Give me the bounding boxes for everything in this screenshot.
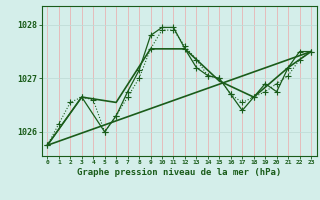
X-axis label: Graphe pression niveau de la mer (hPa): Graphe pression niveau de la mer (hPa) [77,168,281,177]
